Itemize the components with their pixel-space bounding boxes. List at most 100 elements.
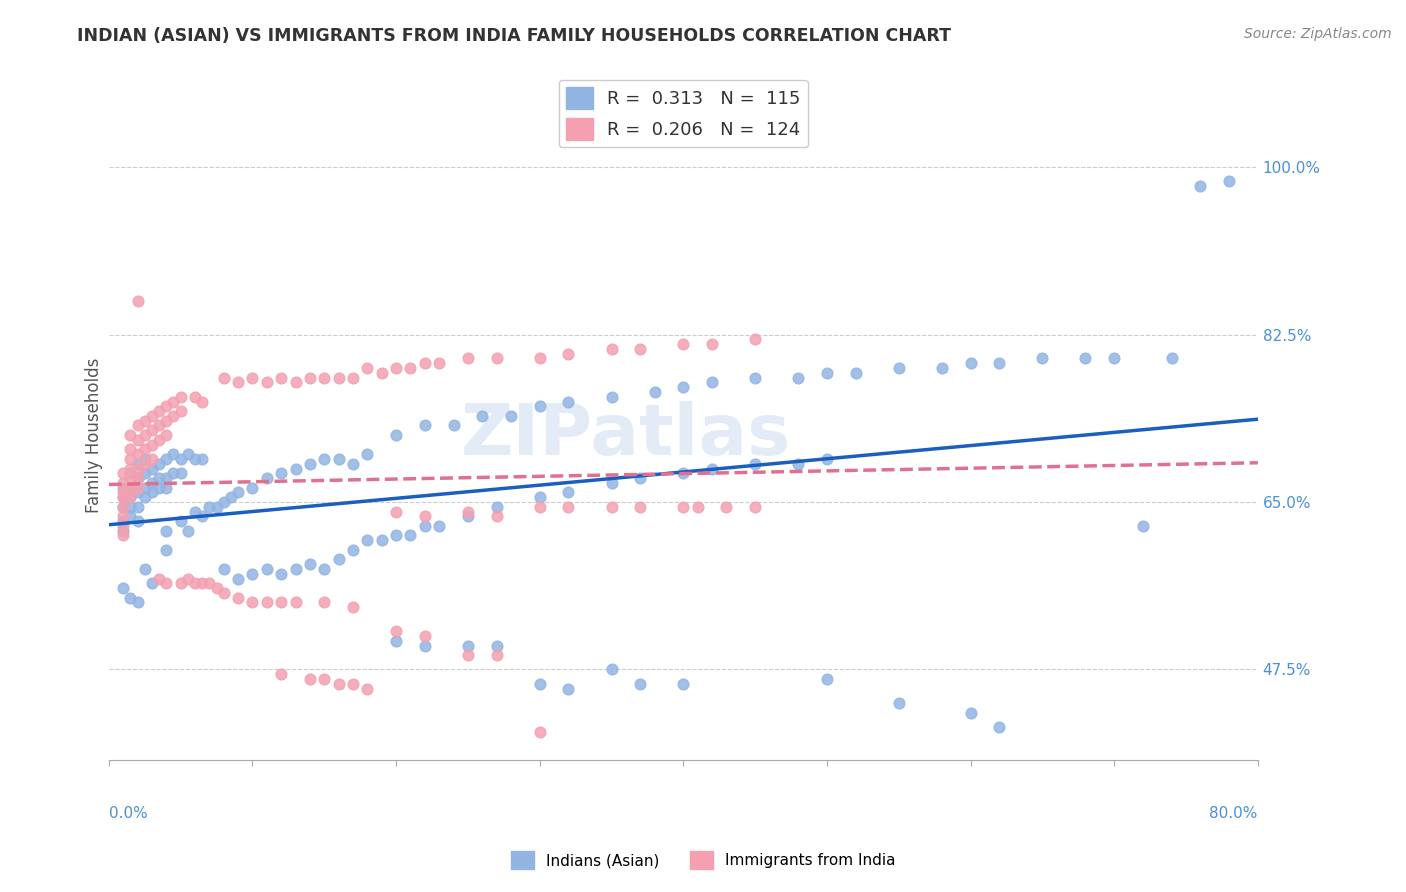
Point <box>314 562 336 576</box>
Point <box>1031 351 1053 366</box>
Point <box>557 500 579 514</box>
Point <box>127 471 149 485</box>
Point <box>787 457 810 471</box>
Point <box>148 404 170 418</box>
Point <box>120 481 142 495</box>
Point <box>1102 351 1125 366</box>
Point <box>148 471 170 485</box>
Point <box>169 467 191 481</box>
Point <box>744 370 766 384</box>
Point <box>134 490 156 504</box>
Point <box>120 461 142 475</box>
Point <box>716 500 738 514</box>
Point <box>134 467 156 481</box>
Point <box>529 399 551 413</box>
Point <box>141 461 163 475</box>
Point <box>744 500 766 514</box>
Point <box>314 370 336 384</box>
Point <box>256 376 278 390</box>
Point <box>700 376 723 390</box>
Point <box>270 467 292 481</box>
Point <box>371 366 394 380</box>
Point <box>141 452 163 467</box>
Point <box>120 490 142 504</box>
Point <box>1074 351 1097 366</box>
Point <box>427 519 450 533</box>
Point <box>155 471 177 485</box>
Point <box>155 524 177 538</box>
Point <box>672 380 695 394</box>
Point <box>112 500 135 514</box>
Point <box>127 595 149 609</box>
Point <box>457 639 479 653</box>
Point <box>112 581 135 595</box>
Point <box>413 519 436 533</box>
Point <box>298 558 321 572</box>
Point <box>191 509 214 524</box>
Point <box>191 394 214 409</box>
Point <box>120 467 142 481</box>
Point <box>127 461 149 475</box>
Point <box>242 481 264 495</box>
Point <box>443 418 465 433</box>
Point <box>328 370 350 384</box>
Point <box>672 467 695 481</box>
Point <box>242 595 264 609</box>
Point <box>600 663 623 677</box>
Point <box>499 409 522 423</box>
Point <box>600 342 623 356</box>
Point <box>162 467 184 481</box>
Point <box>226 376 249 390</box>
Point <box>184 576 207 591</box>
Point <box>141 475 163 490</box>
Point <box>155 481 177 495</box>
Point <box>162 409 184 423</box>
Point <box>169 514 191 528</box>
Point <box>120 428 142 442</box>
Point <box>120 490 142 504</box>
Point <box>270 370 292 384</box>
Point <box>557 681 579 696</box>
Point <box>148 572 170 586</box>
Point <box>242 370 264 384</box>
Point <box>226 572 249 586</box>
Point <box>413 356 436 370</box>
Point <box>314 672 336 686</box>
Text: 0.0%: 0.0% <box>108 806 148 821</box>
Point <box>127 418 149 433</box>
Point <box>314 595 336 609</box>
Point <box>413 509 436 524</box>
Point <box>744 332 766 346</box>
Point <box>485 351 508 366</box>
Point <box>284 461 307 475</box>
Legend: Indians (Asian), Immigrants from India: Indians (Asian), Immigrants from India <box>505 845 901 875</box>
Point <box>155 576 177 591</box>
Point <box>270 667 292 681</box>
Point <box>700 461 723 475</box>
Y-axis label: Family Households: Family Households <box>86 358 103 513</box>
Point <box>226 485 249 500</box>
Point <box>112 528 135 542</box>
Point <box>744 457 766 471</box>
Point <box>600 390 623 404</box>
Point <box>256 595 278 609</box>
Point <box>385 528 408 542</box>
Point <box>256 562 278 576</box>
Point <box>385 361 408 376</box>
Text: INDIAN (ASIAN) VS IMMIGRANTS FROM INDIA FAMILY HOUSEHOLDS CORRELATION CHART: INDIAN (ASIAN) VS IMMIGRANTS FROM INDIA … <box>77 27 952 45</box>
Point <box>1132 519 1154 533</box>
Point <box>112 490 135 504</box>
Point <box>134 481 156 495</box>
Point <box>815 452 838 467</box>
Point <box>270 566 292 581</box>
Point <box>177 572 200 586</box>
Text: 80.0%: 80.0% <box>1209 806 1258 821</box>
Point <box>112 519 135 533</box>
Point <box>155 542 177 557</box>
Point <box>162 447 184 461</box>
Point <box>127 481 149 495</box>
Point <box>457 351 479 366</box>
Point <box>155 452 177 467</box>
Point <box>485 500 508 514</box>
Point <box>385 505 408 519</box>
